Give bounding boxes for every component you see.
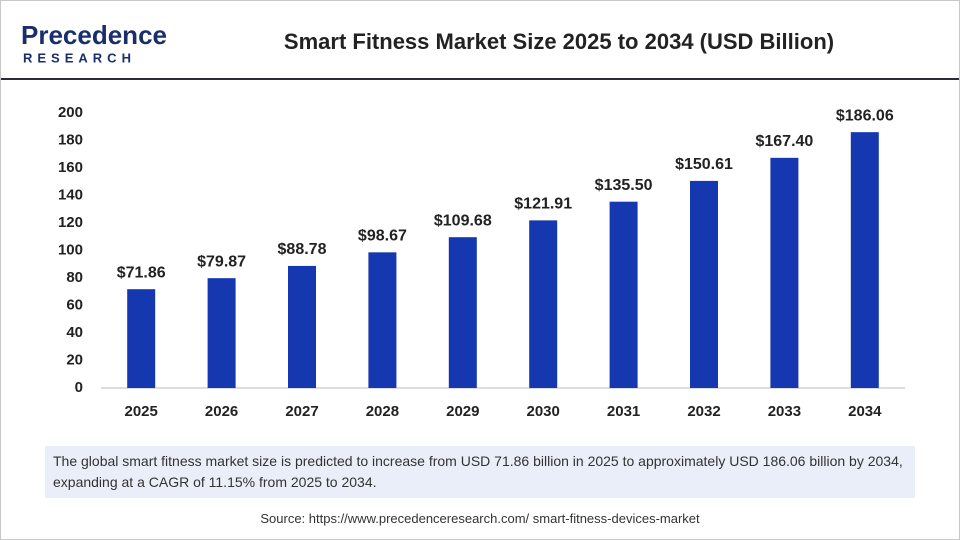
bar	[690, 180, 718, 388]
y-tick-label: 140	[58, 186, 83, 203]
y-tick-label: 40	[66, 324, 83, 341]
y-tick-label: 160	[58, 159, 83, 176]
value-label: $79.87	[197, 253, 246, 270]
value-label: $71.86	[117, 264, 166, 281]
source: Source: https://www.precedenceresearch.c…	[260, 511, 700, 526]
x-tick-label: 2032	[687, 403, 720, 420]
x-tick-label: 2031	[607, 403, 640, 420]
bar	[288, 265, 316, 388]
description: The global smart fitness market size is …	[45, 446, 915, 498]
bar	[850, 132, 879, 388]
logo-name: Precedence	[21, 20, 167, 50]
bar	[529, 220, 558, 388]
y-tick-label: 80	[66, 269, 83, 286]
y-tick-label: 0	[75, 379, 83, 396]
bar	[770, 157, 799, 388]
y-tick-label: 100	[58, 241, 83, 258]
x-tick-label: 2025	[125, 403, 158, 420]
bar	[207, 278, 236, 388]
y-tick-label: 20	[66, 351, 83, 368]
y-tick-label: 60	[66, 296, 83, 313]
value-label: $186.06	[836, 107, 894, 124]
x-tick-label: 2033	[768, 403, 801, 420]
x-tick-label: 2029	[446, 403, 479, 420]
value-label: $121.91	[514, 196, 572, 213]
x-tick-label: 2027	[285, 403, 318, 420]
x-tick-label: 2030	[527, 403, 560, 420]
value-label: $98.67	[358, 228, 407, 245]
y-tick-label: 120	[58, 214, 83, 231]
bar	[609, 201, 638, 388]
value-label: $135.50	[595, 177, 653, 194]
y-tick-label: 200	[58, 104, 83, 121]
bar	[368, 252, 397, 388]
logo-tagline: RESEARCH	[23, 50, 136, 65]
x-tick-label: 2026	[205, 403, 238, 420]
x-tick-label: 2028	[366, 403, 399, 420]
bar	[127, 289, 156, 388]
y-tick-label: 180	[58, 131, 83, 148]
value-label: $150.61	[675, 156, 733, 173]
bar	[448, 237, 477, 388]
value-label: $167.40	[755, 133, 813, 150]
value-label: $88.78	[278, 241, 327, 258]
chart-title: Smart Fitness Market Size 2025 to 2034 (…	[284, 29, 834, 54]
chart: Precedence RESEARCH Smart Fitness Market…	[1, 20, 959, 420]
value-label: $109.68	[434, 212, 492, 229]
x-tick-label: 2034	[848, 403, 882, 420]
